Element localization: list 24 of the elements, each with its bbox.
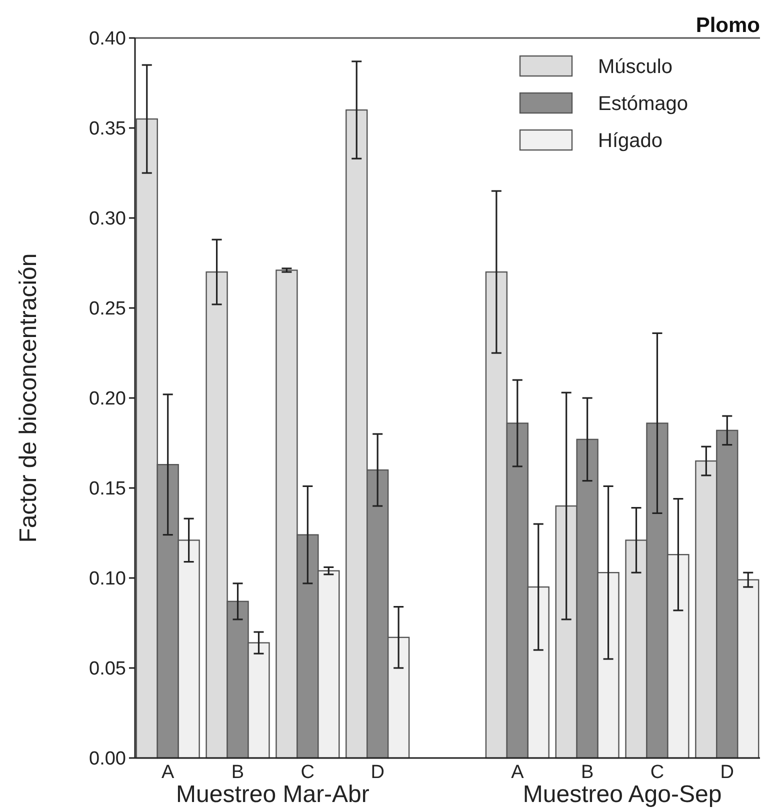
y-tick-label: 0.40	[89, 28, 126, 50]
x-tick-label: D	[370, 762, 384, 783]
x-tick-label: C	[650, 762, 664, 783]
y-tick-label: 0.10	[89, 568, 126, 590]
x-tick-label: A	[511, 762, 524, 783]
legend-label: Hígado	[598, 130, 662, 152]
chart-title: Plomo	[696, 14, 760, 37]
x-tick-label: B	[580, 762, 594, 783]
x-tick-label: C	[300, 762, 315, 783]
legend-label: Estómago	[598, 93, 688, 115]
x-tick-label: B	[231, 762, 244, 783]
legend-label: Músculo	[598, 56, 672, 78]
y-tick-label: 0.35	[89, 118, 126, 140]
y-tick-label: 0.20	[89, 388, 126, 410]
text: Muestreo Mar-Abr	[176, 781, 370, 808]
y-tick-label: 0.15	[89, 478, 126, 500]
y-tick-label: 0.05	[89, 658, 126, 680]
y-axis-title: Factor de bioconcentración	[15, 253, 42, 543]
x-tick-label: D	[720, 762, 734, 783]
text: Muestreo Ago-Sep	[522, 781, 722, 808]
y-tick-label: 0.30	[89, 208, 126, 230]
y-tick-label: 0.00	[89, 748, 126, 770]
x-tick-label: A	[162, 762, 175, 783]
y-tick-label: 0.25	[89, 298, 126, 320]
